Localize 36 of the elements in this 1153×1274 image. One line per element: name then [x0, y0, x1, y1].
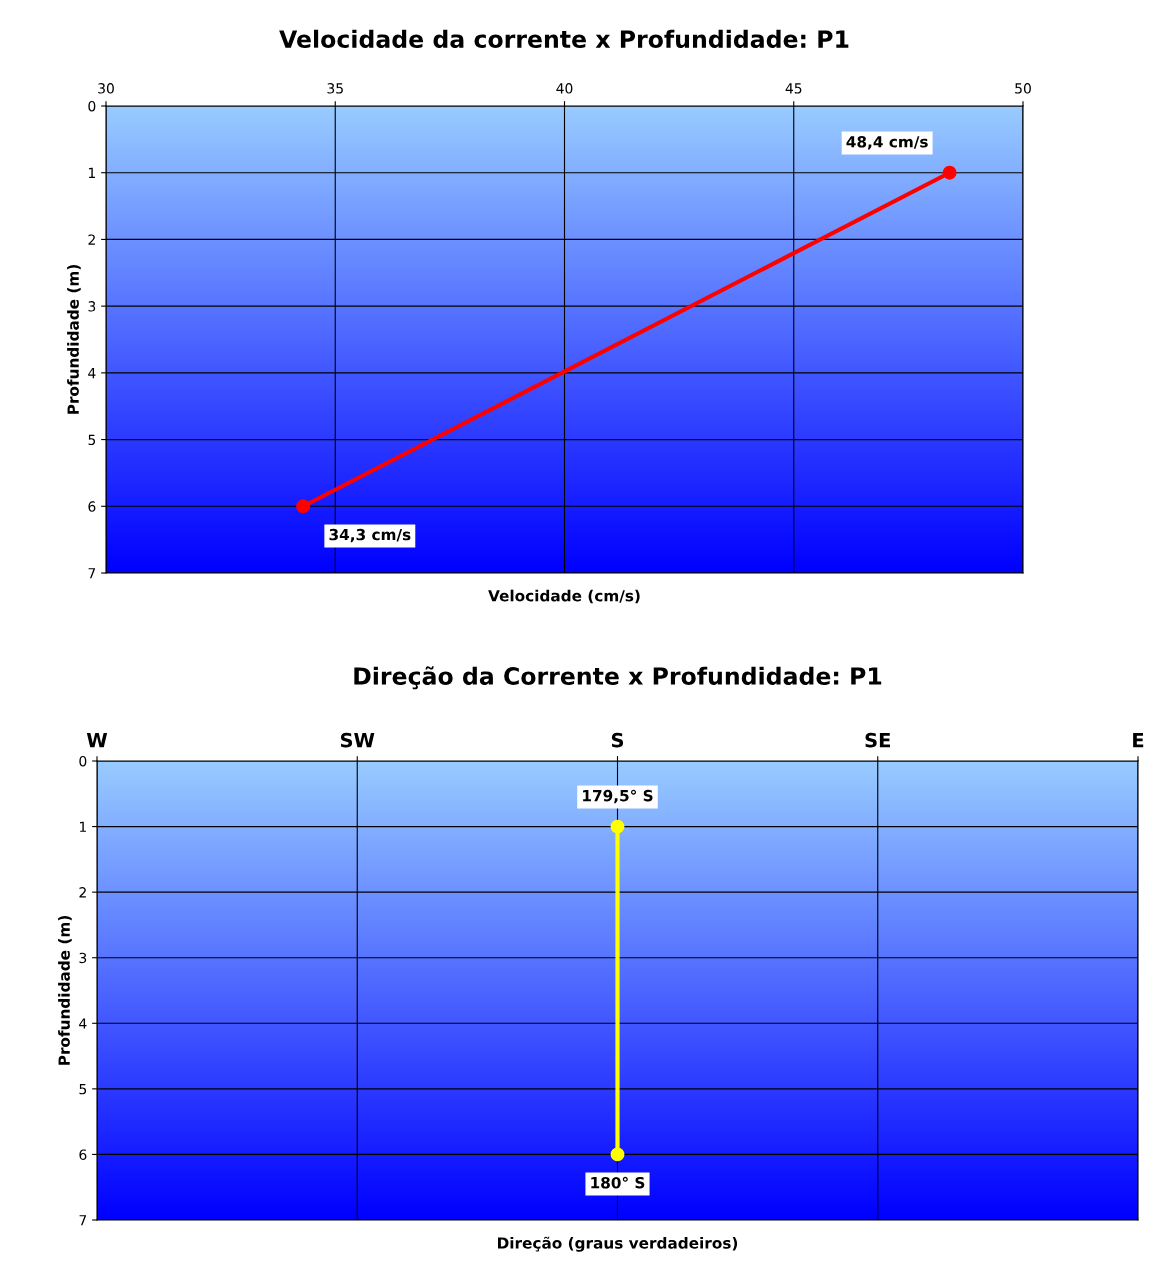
x-axis-title: Direção (graus verdadeiros) [498, 1236, 738, 1252]
chart-title: Direção da Corrente x Profundidade: P1 [354, 666, 882, 690]
y-axis-title: Profundidade (m) [67, 265, 81, 414]
y-tick-label: 5 [88, 434, 96, 446]
x-tick-label: W [86, 733, 108, 748]
x-tick-label: 50 [1015, 83, 1031, 94]
x-tick-label: E [1133, 733, 1144, 748]
y-tick-label: 2 [88, 234, 95, 245]
y-tick-label: 6 [79, 1149, 87, 1160]
y-tick-label: 1 [79, 821, 86, 832]
y-tick-label: 2 [79, 887, 86, 898]
x-tick-label: 45 [785, 83, 802, 94]
y-tick-label: 3 [79, 952, 87, 964]
y-tick-label: 4 [79, 1018, 87, 1029]
x-tick-label: SE [865, 732, 890, 748]
y-tick-label: 7 [88, 568, 96, 579]
x-tick-label: 40 [556, 83, 573, 94]
annotation: 180° S [591, 1176, 645, 1189]
y-tick-label: 1 [88, 167, 95, 178]
annotation: 48,4 cm/s [846, 135, 928, 150]
y-tick-label: 4 [88, 368, 96, 379]
y-tick-label: 7 [79, 1215, 87, 1226]
chart-title: Velocidade da corrente x Profundidade: P1 [279, 29, 849, 48]
x-tick-label: 30 [98, 83, 114, 94]
y-axis-title: Profundidade (m) [58, 916, 72, 1065]
annotation: 34,3 cm/s [329, 528, 411, 543]
x-tick-label: 35 [327, 83, 343, 94]
y-tick-label: 3 [88, 301, 96, 312]
y-tick-label: 5 [79, 1084, 87, 1095]
y-tick-label: 0 [88, 100, 96, 112]
x-axis-title: Velocidade (cm/s) [488, 589, 640, 604]
annotation: 179,5° S [583, 789, 653, 804]
y-tick-label: 0 [79, 755, 87, 767]
x-tick-label: S [611, 732, 624, 748]
y-tick-label: 6 [88, 501, 96, 512]
x-tick-label: SW [340, 732, 375, 748]
